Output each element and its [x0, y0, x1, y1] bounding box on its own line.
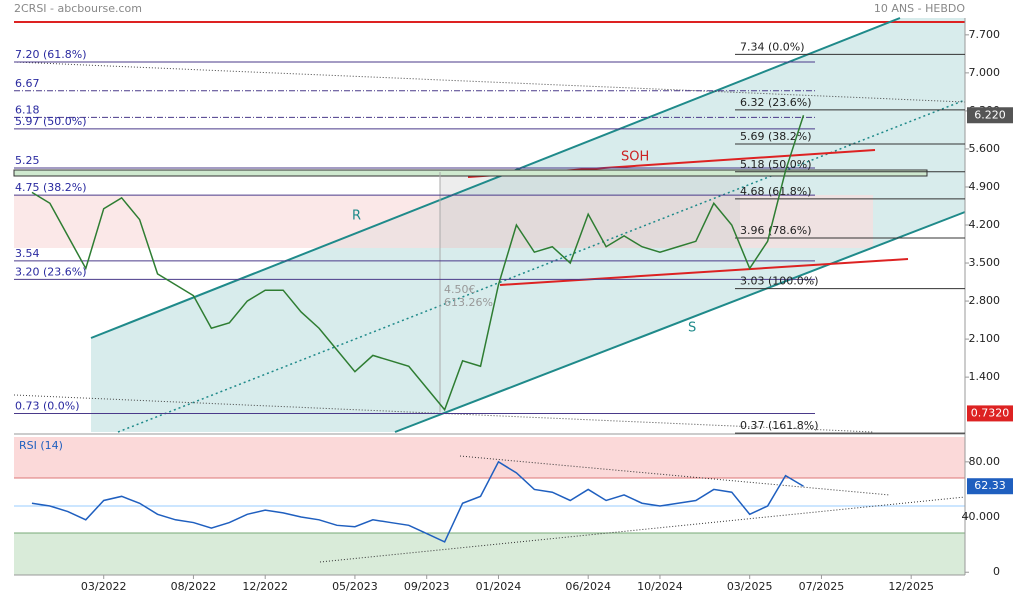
zone — [13, 169, 928, 177]
y-tick-label: 3.500 — [969, 256, 1001, 269]
x-tick-label: 10/2024 — [637, 580, 683, 593]
y-tick-label: 5.600 — [969, 142, 1001, 155]
level-label: 4.75 (38.2%) — [15, 181, 87, 194]
period: 10 ANS - HEBDO — [874, 2, 965, 15]
level-label: 5.69 (38.2%) — [740, 130, 812, 143]
annotation: 613.26% — [444, 296, 493, 309]
x-tick-label: 12/2025 — [888, 580, 934, 593]
x-tick-label: 01/2024 — [476, 580, 522, 593]
channel-mid — [117, 99, 966, 433]
level-label: 3.54 — [15, 247, 40, 260]
y-tick-label: 1.400 — [969, 370, 1001, 383]
value-tag — [967, 405, 1013, 422]
annotation: 4.50€ — [444, 283, 476, 296]
series-line — [31, 115, 805, 412]
y-tick-label: 80.00 — [969, 455, 1001, 468]
rsi-trend — [319, 496, 966, 563]
x-tick-label: 08/2022 — [171, 580, 217, 593]
level-label: 6.67 — [15, 77, 40, 90]
rsi-overbought — [14, 437, 965, 478]
y-tick-label: 4.200 — [969, 218, 1001, 231]
level-label: 7.20 (61.8%) — [15, 48, 87, 61]
x-tick-label: 12/2022 — [242, 580, 288, 593]
support-line — [499, 258, 909, 286]
title: 2CRSI - abcbourse.com — [14, 2, 142, 15]
y-tick-label: 40.000 — [962, 510, 1001, 523]
annotation: R — [352, 209, 361, 224]
level-label: 6.32 (23.6%) — [740, 96, 812, 109]
y-tick-label: 2.800 — [969, 294, 1001, 307]
x-tick-label: 05/2023 — [332, 580, 378, 593]
rsi-oversold — [14, 533, 965, 575]
value-tag-label: 0.7320 — [971, 406, 1010, 419]
y-tick-label: 7.000 — [969, 66, 1001, 79]
x-tick-label: 06/2024 — [565, 580, 611, 593]
x-tick-label: 03/2025 — [727, 580, 773, 593]
y-tick-label: 0 — [993, 565, 1000, 578]
level-label: 5.25 — [15, 154, 40, 167]
zone — [440, 172, 740, 248]
level-label: 0.73 (0.0%) — [15, 400, 80, 413]
level-label: 0.37 (161.8%) — [740, 419, 819, 432]
rsi-title: RSI (14) — [19, 439, 63, 452]
annotation: S — [688, 321, 696, 336]
level-label: 4.68 (61.8%) — [740, 185, 812, 198]
zone — [14, 195, 873, 248]
level-label: 3.03 (100.0%) — [740, 275, 819, 288]
x-tick-label: 07/2025 — [799, 580, 845, 593]
level-label: 6.18 — [15, 103, 40, 116]
channel-top — [90, 17, 901, 339]
level-label: 3.96 (78.6%) — [740, 224, 812, 237]
x-tick-label: 03/2022 — [81, 580, 127, 593]
y-tick-label: 2.100 — [969, 332, 1001, 345]
value-tag-label: 62.33 — [974, 479, 1006, 492]
value-tag — [967, 107, 1013, 124]
value-tag-label: 6.220 — [974, 108, 1006, 121]
x-tick-label: 09/2023 — [404, 580, 450, 593]
y-tick-label: 4.900 — [969, 180, 1001, 193]
channel-bottom — [394, 211, 966, 433]
y-tick-label: 7.700 — [969, 28, 1001, 41]
level-label: 3.20 (23.6%) — [15, 265, 87, 278]
level-label: 5.18 (50.0%) — [740, 158, 812, 171]
level-label: 7.34 (0.0%) — [740, 40, 805, 53]
value-tag — [967, 478, 1013, 495]
level-label: 5.97 (50.0%) — [15, 115, 87, 128]
series-line — [31, 460, 804, 543]
annotation: SOH — [621, 150, 649, 165]
